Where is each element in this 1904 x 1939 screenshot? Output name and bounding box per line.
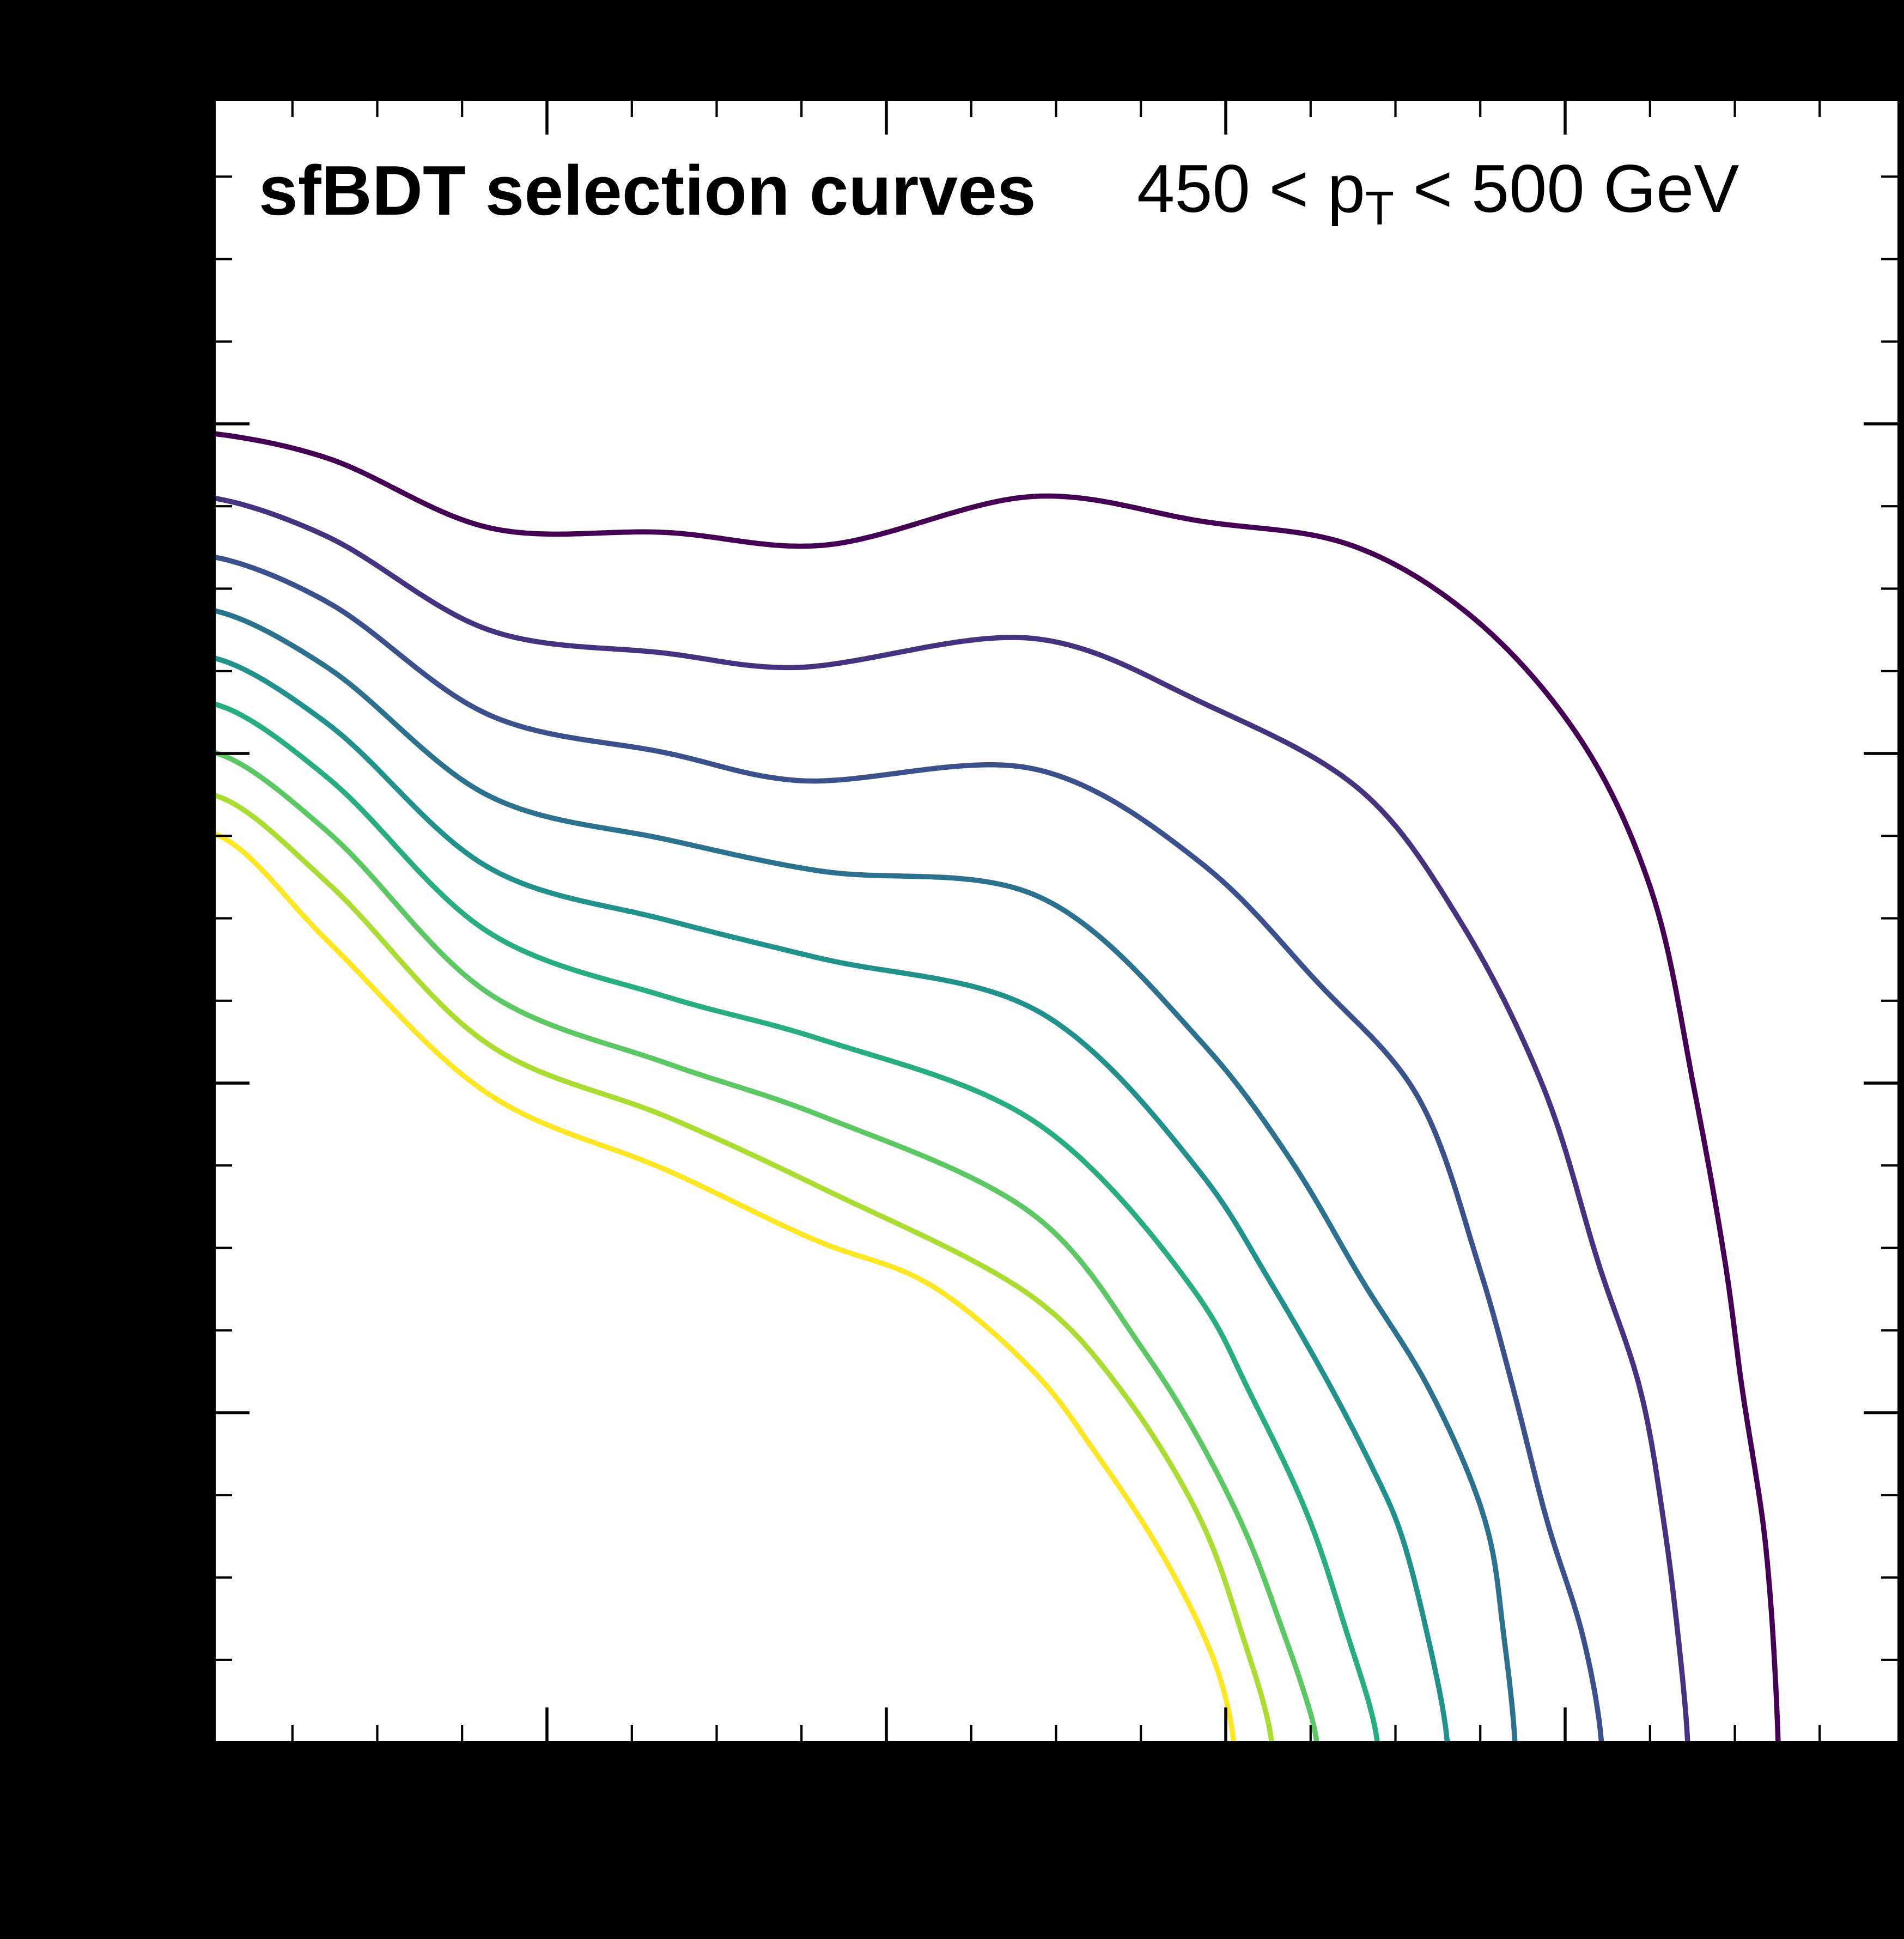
svg-text:450 < pT < 500 GeV: 450 < pT < 500 GeV	[1137, 151, 1739, 235]
svg-text:sfBDT selection curves: sfBDT selection curves	[259, 151, 1036, 230]
